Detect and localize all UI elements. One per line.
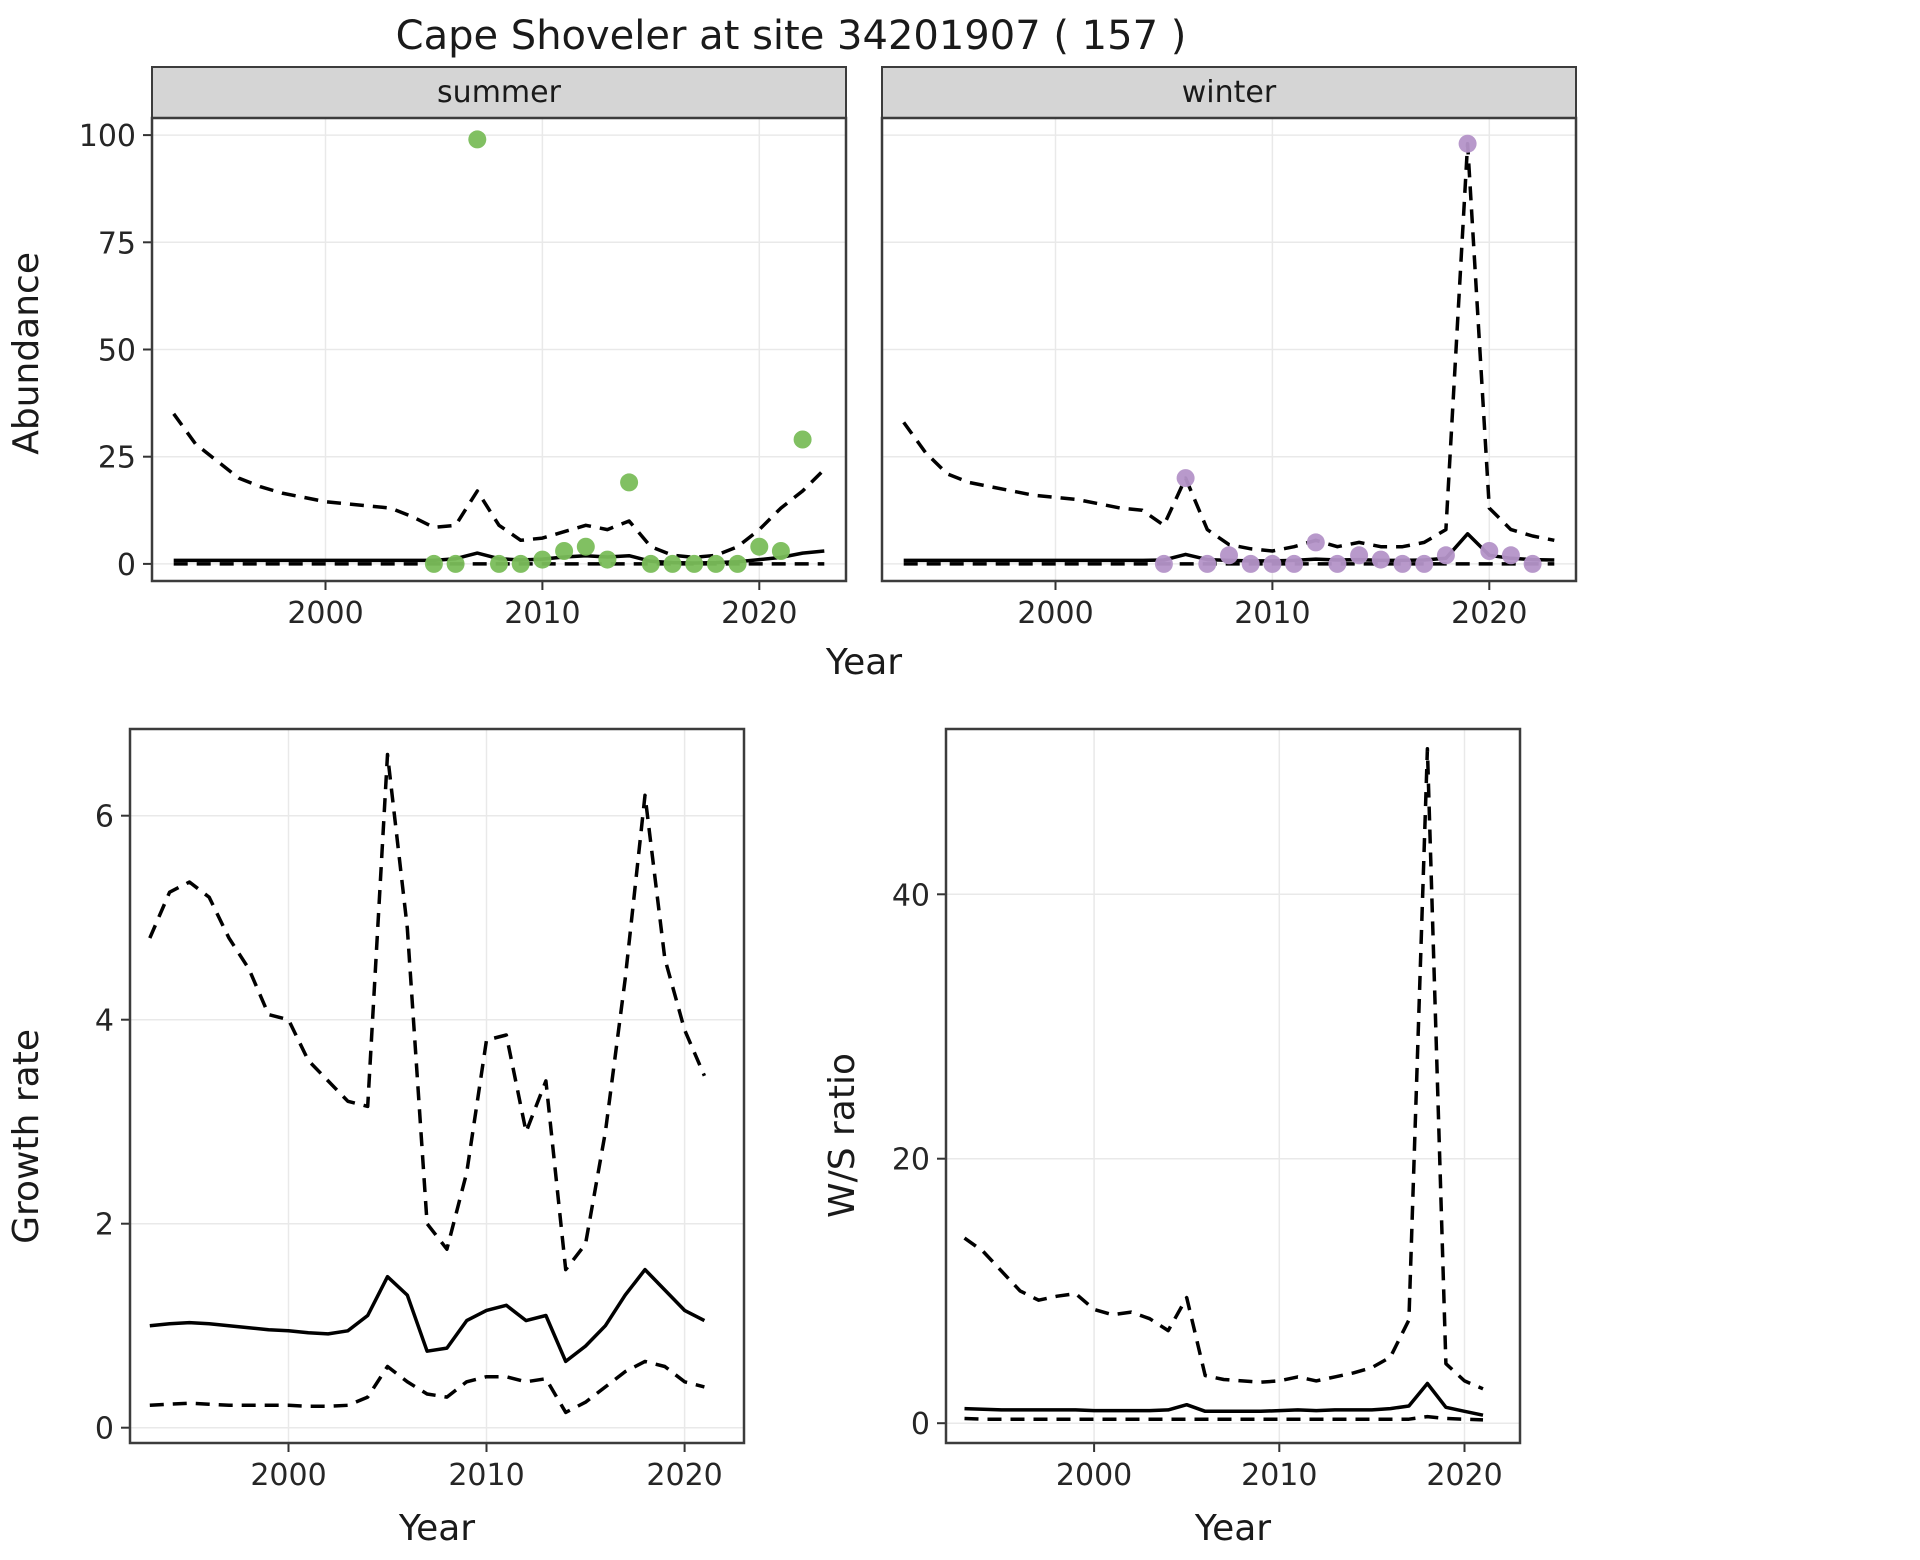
derived-metrics-row: Growth rate 2000 2010 2020 0 2 4 6 Year W/S ra…	[0, 717, 1920, 1555]
growth-rate-x-axis-label: Year	[398, 1508, 476, 1549]
ws-ratio-x-axis-label: Year	[1194, 1508, 1272, 1549]
ws-ratio-y-axis-label: W/S ratio	[821, 1053, 863, 1219]
y-tick-label: 0	[117, 548, 136, 583]
observation-point	[511, 554, 530, 573]
observation-point	[1285, 554, 1304, 573]
observation-point	[750, 537, 769, 556]
observation-point	[1393, 554, 1412, 573]
facet-strip-label: winter	[1182, 75, 1277, 110]
observation-point	[1328, 554, 1347, 573]
upper-ci-line	[902, 141, 1555, 553]
upper-ci-line	[963, 747, 1484, 1391]
y-tick-label: 6	[95, 800, 114, 835]
observation-point	[1371, 550, 1390, 569]
x-tick-label: 2020	[721, 596, 797, 631]
y-tick-label: 20	[892, 1143, 930, 1178]
ws-ratio-y-axis: W/S ratio	[816, 717, 868, 1555]
observation-point	[685, 554, 704, 573]
growth-rate-y-axis-label: Growth rate	[5, 1028, 47, 1244]
growth-rate-y-axis: Growth rate	[0, 717, 52, 1555]
x-tick-label: 2010	[1241, 1458, 1317, 1493]
observation-point	[620, 473, 639, 492]
x-tick-label: 2020	[1451, 596, 1527, 631]
observation-point	[424, 554, 443, 573]
chart-growth-rate: 2000 2010 2020 0 2 4 6	[95, 727, 746, 1493]
abundance-facet-row: Abundance summer 2000 2010 2020 0 25 50 75 100 w…	[0, 66, 1920, 641]
x-tick-label: 2000	[1017, 596, 1093, 631]
x-tick-label: 2000	[250, 1458, 326, 1493]
observation-point	[555, 542, 574, 560]
chart-abundance-summer: summer 2000 2010 2020 0 25 50 75 100	[79, 66, 848, 631]
ws-ratio-block: W/S ratio 2000 2010 2020 0 20 40 Year	[816, 717, 1528, 1555]
observation-point	[576, 537, 595, 556]
x-tick-label: 2010	[448, 1458, 524, 1493]
observation-point	[1501, 546, 1520, 565]
observation-point	[1458, 134, 1477, 153]
observation-point	[771, 542, 790, 560]
observation-point	[1350, 546, 1369, 565]
y-tick-label: 50	[98, 334, 136, 369]
observation-point	[1220, 546, 1238, 565]
observation-point	[1436, 546, 1455, 565]
lower-ci-line	[964, 1414, 1484, 1422]
observation-point	[1306, 533, 1325, 552]
observation-point	[490, 554, 508, 573]
figure-title: Cape Shoveler at site 34201907 ( 157 )	[395, 13, 1187, 59]
chart-abundance-winter: winter 2000 2010 2020	[880, 66, 1578, 631]
abundance-x-axis-label: Year	[825, 642, 903, 683]
observation-point	[641, 554, 660, 573]
y-tick-label: 75	[98, 226, 136, 261]
y-tick-label: 40	[892, 878, 930, 913]
median-line	[964, 1381, 1484, 1417]
panel-border	[880, 116, 1578, 583]
observation-point	[663, 554, 682, 573]
observation-point	[1198, 554, 1217, 573]
observation-point	[793, 430, 812, 449]
y-tick-label: 2	[95, 1208, 114, 1243]
observation-point	[1523, 554, 1542, 573]
observation-point	[1263, 554, 1282, 573]
observation-point	[1176, 469, 1195, 488]
observation-point	[1415, 554, 1434, 573]
observation-point	[598, 550, 617, 569]
median-line	[149, 1267, 706, 1364]
observation-point	[446, 554, 465, 573]
observation-point	[1241, 554, 1260, 573]
facet-strip-label: summer	[437, 75, 562, 110]
observation-point	[1154, 554, 1173, 573]
y-tick-label: 0	[95, 1412, 114, 1447]
panel-background	[946, 729, 1520, 1443]
upper-ci-line	[172, 412, 826, 560]
panel-border	[150, 116, 848, 583]
lower-ci-line	[149, 1359, 705, 1415]
observation-point	[1480, 542, 1499, 560]
x-tick-label: 2010	[504, 596, 580, 631]
abundance-y-axis-label: Abundance	[5, 252, 47, 455]
panel-border	[128, 727, 746, 1445]
x-tick-label: 2000	[1056, 1458, 1132, 1493]
y-tick-label: 4	[95, 1004, 114, 1039]
panel-background	[130, 729, 744, 1443]
x-tick-label: 2010	[1234, 596, 1310, 631]
abundance-y-axis: Abundance	[0, 66, 52, 641]
x-tick-label: 2020	[1426, 1458, 1502, 1493]
x-tick-label: 2020	[646, 1458, 722, 1493]
observation-point	[468, 130, 487, 149]
observation-point	[728, 554, 747, 573]
facet-gap	[852, 66, 870, 641]
observation-point	[706, 554, 725, 573]
x-tick-label: 2000	[287, 596, 363, 631]
y-tick-label: 100	[79, 119, 136, 154]
upper-ci-line	[148, 752, 707, 1272]
growth-rate-block: Growth rate 2000 2010 2020 0 2 4 6 Year	[0, 717, 752, 1555]
panel-border	[944, 727, 1522, 1445]
observation-point	[533, 550, 552, 569]
y-tick-label: 0	[911, 1407, 930, 1442]
y-tick-label: 25	[98, 441, 136, 476]
chart-ws-ratio: 2000 2010 2020 0 20 40	[892, 727, 1522, 1493]
